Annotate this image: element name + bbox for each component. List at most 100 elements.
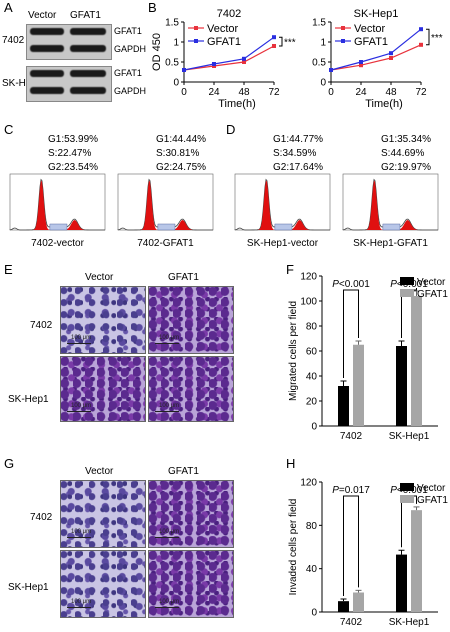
row-label-7402: 7402 (30, 320, 53, 331)
y-tick-label: 40 (306, 372, 318, 383)
g2-peak (292, 220, 310, 230)
band-label-gapdh: GAPDH (114, 44, 147, 54)
scale-label: 100 μm (159, 403, 180, 409)
x-tick-label: 72 (415, 87, 427, 98)
panel-letter-f: F (286, 262, 294, 277)
significance-bracket (343, 289, 359, 378)
chart-title: SK-Hep1 (354, 8, 399, 20)
scale-label: 100 μm (71, 335, 92, 341)
histogram-outline (234, 178, 330, 231)
x-tick-label: SK-Hep1 (389, 617, 430, 628)
g2-percent: G2:24.75% (156, 162, 206, 173)
scale-label: 100 μm (159, 335, 180, 341)
g1-percent: G1:53.99% (48, 134, 98, 145)
legend-marker (194, 39, 198, 43)
legend-marker (194, 26, 198, 30)
data-point (242, 56, 246, 61)
plot-caption: SK-Hep1-vector (247, 238, 319, 249)
x-tick-label: 7402 (340, 431, 363, 442)
data-point (419, 42, 423, 47)
data-point (272, 35, 276, 40)
micrograph-7402-vector: 100 μm (60, 480, 146, 548)
panel-d-flow: G1:44.77% S:34.59% G2:17.64% SK-Hep1-vector… (234, 134, 439, 249)
plot-caption: 7402-GFAT1 (137, 238, 194, 249)
y-axis-label: OD 450 (151, 33, 163, 71)
plot-caption: 7402-vector (31, 238, 84, 249)
legend-label: GFAT1 (354, 36, 388, 48)
plot-caption: SK-Hep1-GFAT1 (353, 238, 428, 249)
x-tick-label: 72 (268, 87, 280, 98)
histogram-frame (342, 173, 439, 231)
legend-label: Vector (417, 277, 446, 288)
s-phase-region (274, 223, 293, 231)
g1-percent: G1:44.77% (273, 134, 323, 145)
scale-bar (67, 607, 91, 608)
y-tick-label: 0.5 (312, 58, 326, 69)
panel-letter-h: H (286, 456, 296, 471)
data-point (359, 60, 363, 64)
histogram-outline (117, 178, 213, 231)
legend-swatch (400, 289, 414, 297)
y-tick-label: 100 (300, 297, 317, 308)
panel-b-chart-skhep1: SK-Hep1 0 0.5 1 1.5 0 24 48 72 Time(h) VectorGFAT1… (312, 8, 443, 110)
chart-title: 7402 (217, 8, 241, 20)
legend-label: GFAT1 (417, 289, 448, 300)
y-tick-label: 120 (300, 478, 317, 489)
row-label-skhep1: SK-Hep1 (2, 78, 43, 89)
g2-peak (175, 220, 193, 230)
micrograph-skhep1-vector: 100 μm (60, 356, 146, 422)
s-phase-region (157, 223, 176, 231)
panel-letter-e: E (4, 262, 13, 277)
micrograph-skhep1-vector: 100 μm (60, 550, 146, 618)
bar (411, 296, 422, 426)
significance-label: *** (431, 33, 443, 44)
data-point (272, 44, 276, 48)
col-label-vector: Vector (85, 466, 114, 477)
micrograph-7402-gfat1: 100 μm (148, 480, 234, 548)
series-line (183, 36, 275, 71)
col-label-gfat1: GFAT1 (168, 272, 199, 283)
g1-peak (365, 180, 383, 230)
p-value-label: P<0.001 (332, 279, 370, 290)
x-tick-label: SK-Hep1 (389, 431, 430, 442)
significance-label: *** (284, 38, 296, 49)
histogram-frame (9, 173, 106, 231)
data-point (389, 51, 393, 56)
s-percent: S:30.81% (156, 148, 199, 159)
significance-bracket (426, 28, 430, 46)
y-tick-label: 0.5 (165, 58, 179, 69)
legend-label: GFAT1 (207, 36, 241, 48)
data-point (359, 63, 363, 68)
scale-bar (67, 537, 91, 538)
row-label-7402: 7402 (2, 35, 25, 46)
g2-percent: G2:17.64% (273, 162, 323, 173)
y-tick-label: 40 (306, 564, 318, 575)
y-axis-label: Invaded cells per field (288, 499, 299, 596)
data-point (212, 62, 216, 66)
scale-label: 100 μm (71, 529, 92, 535)
band (70, 70, 106, 77)
legend-swatch (400, 495, 414, 503)
data-point (242, 60, 246, 64)
y-tick-label: 0 (320, 78, 326, 89)
y-tick-label: 1.5 (312, 18, 326, 29)
series-line (330, 44, 422, 71)
col-label-vector: Vector (85, 272, 114, 283)
band-label-gfat1: GFAT1 (114, 68, 142, 78)
scale-bar (155, 537, 179, 538)
s-percent: S:44.69% (381, 148, 424, 159)
panel-b-chart-7402: 7402 0 0.5 1 1.5 0 24 48 72 Time(h) OD 450 VectorGF… (151, 8, 296, 110)
y-tick-label: 0 (311, 422, 317, 433)
data-point (389, 56, 393, 60)
g1-peak (140, 180, 158, 230)
x-tick-label: 48 (385, 87, 397, 98)
row-label-skhep1: SK-Hep1 (8, 582, 49, 593)
bar (338, 601, 349, 612)
bar (353, 344, 364, 426)
histogram-outline (342, 178, 438, 231)
col-label-vector: Vector (28, 10, 57, 21)
scale-label: 100 μm (159, 529, 180, 535)
histogram-frame (117, 173, 214, 231)
s-percent: S:34.59% (273, 148, 316, 159)
